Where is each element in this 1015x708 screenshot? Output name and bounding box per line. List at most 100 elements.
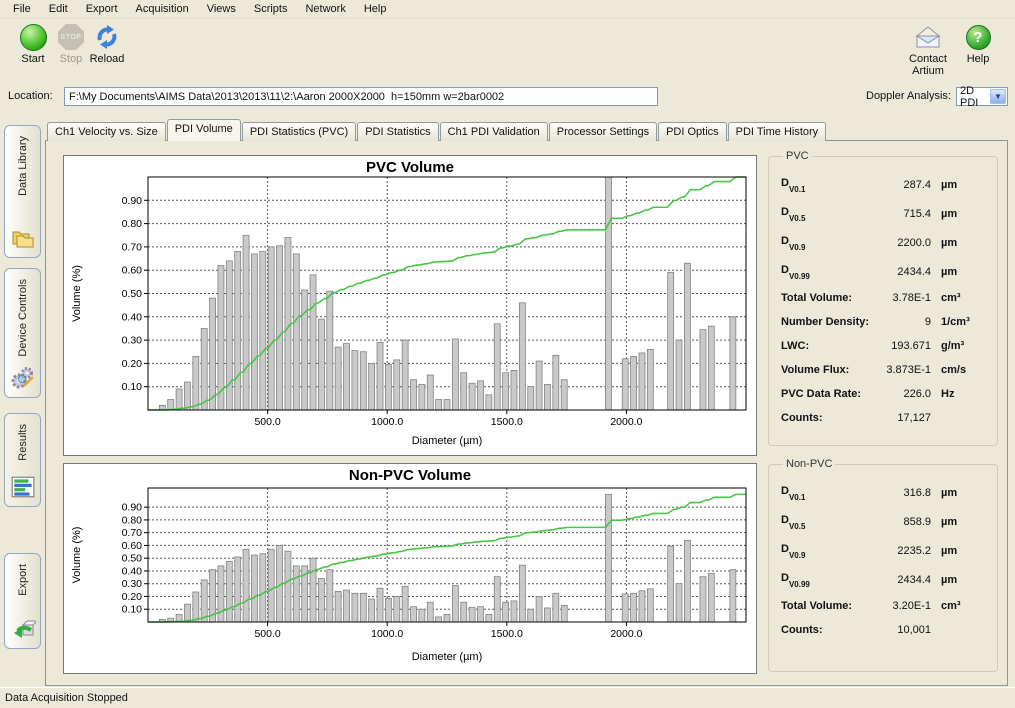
histogram-bar: [193, 356, 199, 410]
histogram-bar: [503, 602, 509, 622]
histogram-bar: [260, 252, 266, 410]
svg-text:0.20: 0.20: [122, 358, 143, 370]
chevron-down-icon[interactable]: ▼: [990, 89, 1006, 104]
stat-row: LWC:193.671g/m³: [781, 334, 987, 358]
stat-row: Total Volume:3.20E-1cm³: [781, 594, 987, 618]
histogram-bar: [243, 235, 249, 410]
sidebar-item-results[interactable]: Results: [4, 413, 41, 507]
doppler-analysis-select[interactable]: 2D PDI ▼: [956, 87, 1008, 106]
histogram-bar: [193, 592, 199, 622]
histogram-bar: [676, 584, 682, 622]
menu-item-export[interactable]: Export: [77, 1, 127, 17]
tab-ch1-pdi-validation[interactable]: Ch1 PDI Validation: [440, 122, 548, 141]
stat-unit: g/m³: [941, 340, 987, 352]
menu-item-network[interactable]: Network: [296, 1, 354, 17]
stat-row: Counts:17,127: [781, 406, 987, 430]
sidebar-label-device-controls: Device Controls: [17, 279, 29, 357]
histogram-bar: [184, 604, 190, 622]
help-icon: ?: [966, 25, 991, 50]
svg-text:1500.0: 1500.0: [491, 628, 523, 640]
location-input[interactable]: [64, 87, 658, 106]
histogram-bar: [352, 351, 358, 410]
histogram-bar: [419, 384, 425, 410]
histogram-bar: [622, 594, 628, 622]
stat-unit: µm: [941, 487, 987, 499]
sidebar-item-export[interactable]: Export: [4, 553, 41, 649]
tab-pdi-statistics-pvc-[interactable]: PDI Statistics (PVC): [242, 122, 356, 141]
tab-pdi-statistics[interactable]: PDI Statistics: [357, 122, 438, 141]
sidebar-item-device-controls[interactable]: Device Controls: [4, 268, 41, 398]
histogram-bar: [700, 330, 706, 410]
histogram-bar: [708, 326, 714, 410]
reload-button[interactable]: Reload: [80, 23, 134, 65]
y-axis-label: Volume (%): [71, 265, 83, 322]
histogram-bar: [268, 247, 274, 410]
stat-row: Volume Flux:3.873E-1cm/s: [781, 358, 987, 382]
menu-item-views[interactable]: Views: [198, 1, 245, 17]
histogram-bar: [647, 349, 653, 410]
menu-item-help[interactable]: Help: [355, 1, 396, 17]
help-label: Help: [967, 53, 990, 65]
tab-processor-settings[interactable]: Processor Settings: [549, 122, 657, 141]
histogram-bar: [344, 590, 350, 622]
stat-value: 2200.0: [875, 237, 941, 249]
histogram-bar: [235, 252, 241, 410]
stat-label: PVC Data Rate:: [781, 388, 875, 400]
histogram-bar: [553, 355, 559, 410]
stat-label: DV0.1: [781, 177, 875, 191]
stat-value: 2434.4: [875, 266, 941, 278]
contact-artium-label: Contact Artium: [893, 53, 963, 77]
histogram-bar: [360, 352, 366, 410]
histogram-bar: [268, 549, 274, 622]
stat-value: 17,127: [875, 412, 941, 424]
histogram-bar: [444, 400, 450, 410]
histogram-bar: [511, 370, 517, 410]
histogram-bar: [226, 561, 232, 622]
histogram-bar: [469, 383, 475, 410]
svg-text:1500.0: 1500.0: [491, 416, 523, 428]
histogram-bar: [605, 177, 611, 410]
help-button[interactable]: ? Help: [958, 23, 998, 65]
sidebar-label-data-library: Data Library: [17, 136, 29, 196]
svg-text:0.10: 0.10: [122, 604, 143, 616]
contact-artium-button[interactable]: Contact Artium: [893, 23, 963, 77]
histogram-bar: [302, 290, 308, 410]
tab-pdi-volume[interactable]: PDI Volume: [167, 119, 241, 141]
histogram-bar: [168, 400, 174, 410]
stat-label: Number Density:: [781, 316, 875, 328]
svg-text:500.0: 500.0: [254, 416, 280, 428]
histogram-bar: [544, 608, 550, 622]
stat-unit: µm: [941, 545, 987, 557]
tab-strip: Ch1 Velocity vs. SizePDI VolumePDI Stati…: [47, 119, 827, 141]
menu-item-acquisition[interactable]: Acquisition: [127, 1, 198, 17]
stat-value: 10,001: [875, 624, 941, 636]
tab-pdi-time-history[interactable]: PDI Time History: [728, 122, 827, 141]
histogram-bar: [310, 275, 316, 410]
histogram-bar: [528, 609, 534, 622]
x-axis-label: Diameter (µm): [412, 651, 483, 663]
tab-pdi-optics[interactable]: PDI Optics: [658, 122, 727, 141]
svg-text:0.90: 0.90: [122, 195, 143, 207]
histogram-bar: [561, 380, 567, 410]
pvc-volume-chart-svg: 0.100.200.300.400.500.600.700.800.90500.…: [64, 156, 756, 455]
menu-bar: FileEditExportAcquisitionViewsScriptsNet…: [0, 0, 1015, 19]
histogram-bar: [676, 340, 682, 410]
sidebar-label-results: Results: [17, 424, 29, 461]
svg-text:2000.0: 2000.0: [610, 628, 642, 640]
menu-item-edit[interactable]: Edit: [40, 1, 77, 17]
sidebar-item-data-library[interactable]: Data Library: [4, 125, 41, 258]
histogram-bar: [684, 540, 690, 622]
stat-value: 3.873E-1: [875, 364, 941, 376]
menu-item-scripts[interactable]: Scripts: [245, 1, 297, 17]
histogram-bar: [536, 596, 542, 622]
svg-text:1000.0: 1000.0: [371, 416, 403, 428]
menu-item-file[interactable]: File: [4, 1, 40, 17]
tab-ch1-velocity-vs-size[interactable]: Ch1 Velocity vs. Size: [47, 122, 166, 141]
histogram-bar: [486, 395, 492, 410]
histogram-bar: [461, 602, 467, 622]
stat-unit: µm: [941, 208, 987, 220]
histogram-bar: [385, 365, 391, 410]
stat-label: DV0.99: [781, 264, 875, 278]
histogram-bar: [201, 328, 207, 410]
histogram-bar: [377, 588, 383, 622]
